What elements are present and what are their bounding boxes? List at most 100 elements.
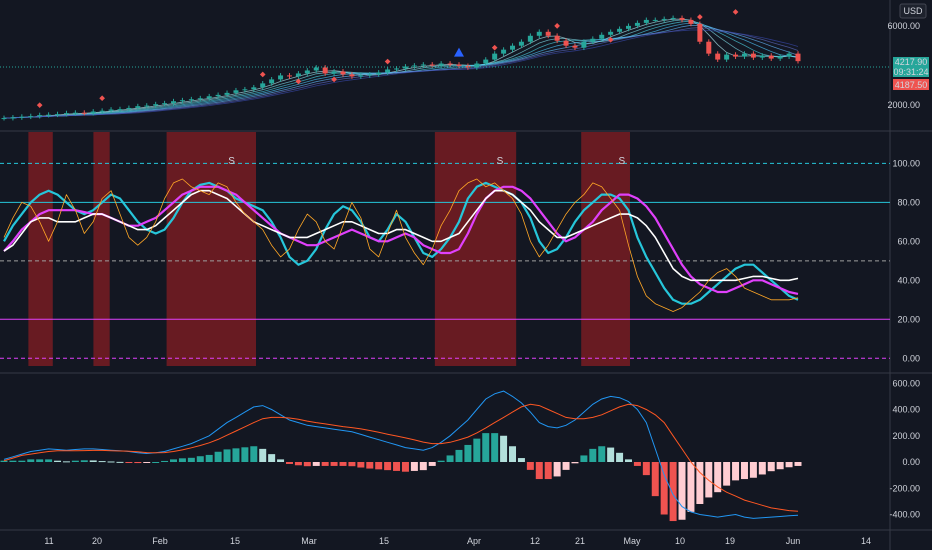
macd-histogram-bar[interactable] [357,462,365,468]
candle[interactable] [171,101,177,104]
candle[interactable] [295,73,301,77]
candle[interactable] [563,40,569,46]
candle[interactable] [536,31,542,36]
candle[interactable] [269,79,275,84]
macd-histogram-bar[interactable] [642,462,650,476]
candle[interactable] [349,74,355,77]
macd-histogram-bar[interactable] [517,458,525,462]
candle[interactable] [492,53,498,60]
candle[interactable] [367,74,373,76]
macd-histogram-bar[interactable] [589,448,597,462]
macd-histogram-bar[interactable] [437,460,445,462]
macd-histogram-bar[interactable] [152,462,160,463]
macd-histogram-bar[interactable] [196,456,204,462]
candle[interactable] [162,103,168,105]
macd-histogram-bar[interactable] [491,433,499,462]
candle[interactable] [224,92,230,95]
candle[interactable] [688,19,694,24]
candle[interactable] [590,38,596,42]
macd-histogram-bar[interactable] [419,462,427,471]
candle[interactable] [322,67,328,74]
macd-histogram-bar[interactable] [134,462,142,464]
macd-histogram-bar[interactable] [393,462,401,471]
macd-histogram-bar[interactable] [714,462,722,493]
candle[interactable] [474,63,480,68]
candle[interactable] [233,90,239,93]
macd-histogram-bar[interactable] [27,459,35,462]
candle[interactable] [724,54,730,60]
candle[interactable] [46,114,52,116]
macd-histogram-bar[interactable] [446,455,454,462]
macd-histogram-bar[interactable] [54,460,62,462]
stoch-series-line[interactable] [3,181,799,305]
macd-histogram-bar[interactable] [366,462,374,469]
macd-histogram-bar[interactable] [143,462,151,463]
macd-histogram-bar[interactable] [116,461,124,463]
macd-histogram-bar[interactable] [580,455,588,462]
macd-histogram-bar[interactable] [571,462,579,464]
candle[interactable] [411,65,417,67]
candle[interactable] [278,75,284,80]
price-pane[interactable] [0,9,890,121]
macd-histogram-bar[interactable] [294,462,302,466]
candle[interactable] [385,69,391,73]
candle[interactable] [19,116,25,118]
candle[interactable] [759,55,765,58]
candle[interactable] [554,35,560,41]
candle[interactable] [179,100,185,102]
macd-histogram-bar[interactable] [624,459,632,462]
macd-histogram-bar[interactable] [241,447,249,462]
candle[interactable] [741,53,747,57]
candle[interactable] [117,109,123,111]
candle[interactable] [126,107,132,110]
candle[interactable] [501,49,507,54]
candle[interactable] [733,54,739,57]
macd-histogram-bar[interactable] [375,462,383,470]
candle[interactable] [394,68,400,70]
macd-histogram-bar[interactable] [428,462,436,466]
macd-histogram-bar[interactable] [455,449,463,462]
time-axis[interactable]: 11 20 Feb 15 Mar 15 Apr 12 21 May 10 19 Jun 14 [44,536,871,546]
candle[interactable] [251,87,257,90]
candle[interactable] [483,59,489,64]
macd-histogram-bar[interactable] [473,438,481,462]
candle[interactable] [679,17,685,20]
macd-histogram-bar[interactable] [767,462,775,472]
candle[interactable] [340,71,346,75]
macd-histogram-bar[interactable] [71,460,79,462]
macd-histogram-bar[interactable] [749,462,757,478]
macd-histogram-bar[interactable] [384,462,392,471]
macd-histogram-bar[interactable] [598,446,606,462]
candle[interactable] [438,63,444,66]
macd-histogram-bar[interactable] [18,460,26,462]
macd-histogram-bar[interactable] [669,462,677,522]
candle[interactable] [153,104,159,106]
candle[interactable] [99,110,105,112]
candle[interactable] [197,98,203,100]
macd-histogram-bar[interactable] [410,462,418,471]
candle[interactable] [81,112,87,114]
candle[interactable] [28,116,34,118]
macd-histogram-bar[interactable] [277,459,285,462]
macd-histogram-bar[interactable] [732,462,740,481]
macd-histogram-bar[interactable] [401,462,409,472]
macd-histogram-bar[interactable] [482,433,490,462]
macd-histogram-bar[interactable] [348,462,356,467]
macd-pane[interactable] [0,390,802,522]
candle[interactable] [420,64,426,66]
candle[interactable] [617,28,623,32]
macd-histogram-bar[interactable] [678,462,686,520]
macd-histogram-bar[interactable] [36,459,44,462]
candle[interactable] [518,41,524,46]
macd-histogram-bar[interactable] [633,462,641,466]
candle[interactable] [643,19,649,23]
macd-histogram-bar[interactable] [607,447,615,462]
macd-histogram-bar[interactable] [723,462,731,486]
candle[interactable] [795,53,801,62]
candle[interactable] [527,35,533,42]
macd-histogram-bar[interactable] [62,461,70,463]
macd-histogram-bar[interactable] [758,462,766,475]
candle[interactable] [706,41,712,54]
